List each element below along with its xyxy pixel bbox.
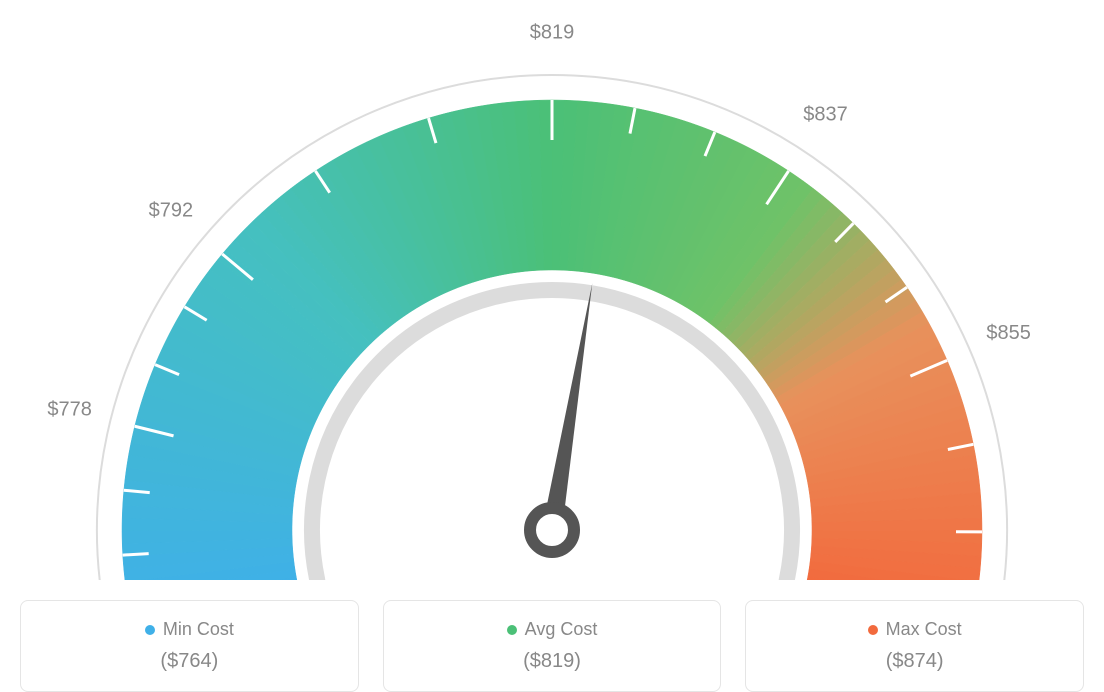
dot-icon [507, 625, 517, 635]
needle [542, 283, 592, 531]
legend-title-max: Max Cost [868, 619, 962, 640]
tick-label: $778 [47, 398, 92, 420]
legend-card-max: Max Cost ($874) [745, 600, 1084, 692]
legend-label: Avg Cost [525, 619, 598, 640]
dot-icon [868, 625, 878, 635]
legend-value: ($819) [394, 650, 711, 673]
legend-label: Max Cost [886, 619, 962, 640]
legend-label: Min Cost [163, 619, 234, 640]
legend-row: Min Cost ($764) Avg Cost ($819) Max Cost… [20, 600, 1084, 692]
tick-label: $819 [530, 21, 575, 43]
legend-card-min: Min Cost ($764) [20, 600, 359, 692]
legend-title-min: Min Cost [145, 619, 234, 640]
dot-icon [145, 625, 155, 635]
tick-label: $855 [986, 322, 1031, 344]
gauge-svg: $764$778$792$819$837$855$874 [20, 20, 1084, 580]
tick-label: $792 [149, 199, 194, 221]
legend-title-avg: Avg Cost [507, 619, 598, 640]
legend-value: ($764) [31, 650, 348, 673]
needle-hub [530, 508, 574, 552]
legend-value: ($874) [756, 650, 1073, 673]
cost-gauge-chart: $764$778$792$819$837$855$874 Min Cost ($… [20, 20, 1084, 692]
tick-label: $837 [803, 103, 848, 125]
legend-card-avg: Avg Cost ($819) [383, 600, 722, 692]
